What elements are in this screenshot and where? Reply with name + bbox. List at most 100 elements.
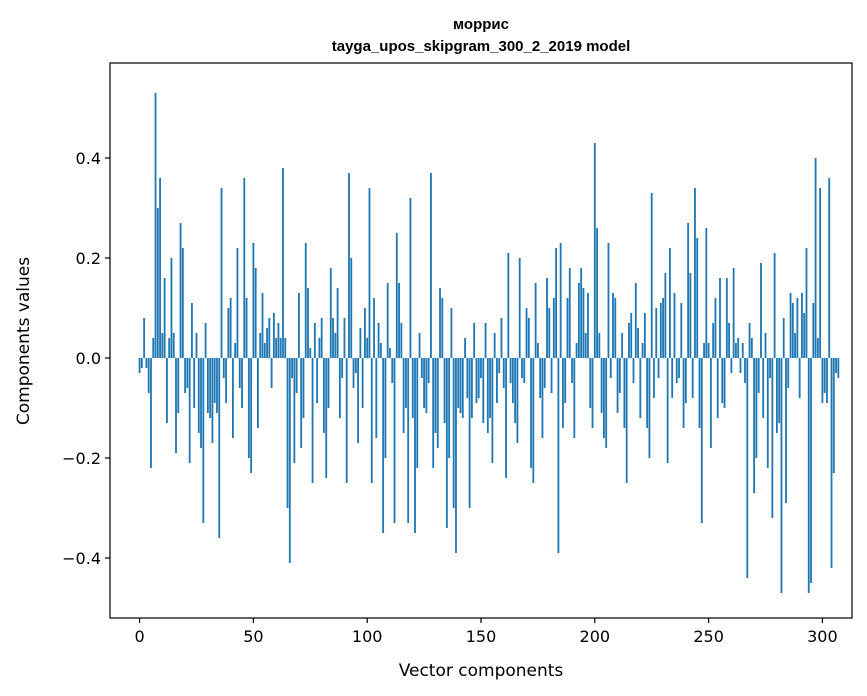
bar-5	[150, 358, 152, 468]
bar-183	[555, 248, 558, 358]
bar-137	[450, 308, 453, 358]
bar-96	[357, 358, 359, 443]
bar-181	[550, 358, 553, 393]
bar-220	[639, 358, 642, 418]
bar-270	[753, 358, 756, 493]
bar-64	[284, 338, 287, 358]
bar-35	[218, 358, 221, 538]
bar-237	[678, 358, 680, 378]
bar-272	[757, 358, 760, 393]
bar-20	[184, 358, 187, 393]
bar-93	[350, 258, 353, 358]
bar-134	[443, 358, 446, 423]
bar-222	[643, 313, 646, 358]
bar-155	[491, 358, 494, 463]
bar-25	[195, 333, 198, 358]
bar-159	[500, 318, 503, 358]
bar-305	[832, 358, 835, 473]
bar-89	[341, 358, 344, 378]
bar-110	[389, 348, 391, 358]
bar-216	[630, 313, 633, 358]
bar-82	[325, 358, 328, 478]
bar-251	[709, 358, 712, 448]
bar-176	[539, 358, 542, 398]
bar-131	[436, 358, 439, 448]
bar-15	[172, 333, 175, 358]
bar-66	[288, 358, 291, 563]
bar-29	[204, 323, 207, 358]
bar-173	[532, 358, 535, 483]
bar-45	[241, 358, 243, 408]
bar-185	[559, 243, 562, 358]
bar-264	[739, 358, 742, 373]
bar-151	[482, 358, 485, 423]
bar-280	[775, 358, 778, 433]
bar-228	[657, 358, 660, 378]
bar-12	[165, 358, 168, 423]
bar-207	[609, 358, 612, 378]
bar-79	[318, 338, 321, 358]
bar-202	[598, 333, 601, 358]
bar-97	[359, 328, 362, 358]
x-tick-label: 250	[693, 627, 724, 646]
bar-244	[694, 188, 696, 358]
bar-119	[409, 198, 412, 358]
bar-100	[366, 338, 369, 358]
bar-196	[584, 333, 587, 358]
bar-111	[391, 358, 394, 383]
bar-273	[760, 263, 762, 358]
bar-70	[298, 293, 300, 358]
bar-2	[143, 318, 146, 358]
bar-303	[828, 178, 831, 358]
bar-192	[575, 343, 578, 358]
bar-24	[193, 358, 196, 408]
bar-76	[311, 358, 314, 483]
bar-21	[186, 358, 189, 388]
bar-6	[152, 338, 155, 358]
bar-128	[430, 173, 432, 358]
bar-120	[411, 358, 414, 418]
x-tick-label: 200	[580, 627, 611, 646]
bar-227	[655, 308, 658, 358]
bar-301	[823, 358, 826, 393]
bar-258	[725, 278, 728, 358]
bar-191	[573, 358, 576, 438]
bar-295	[810, 358, 812, 583]
bar-158	[498, 358, 501, 373]
bar-167	[518, 258, 521, 358]
bar-123	[418, 333, 421, 358]
bar-43	[236, 248, 239, 358]
x-tick-label: 150	[466, 627, 497, 646]
bar-31	[209, 358, 212, 418]
bar-147	[473, 323, 476, 358]
bar-172	[530, 358, 532, 468]
bar-288	[794, 333, 797, 358]
bar-17	[177, 358, 180, 413]
bar-98	[361, 358, 364, 408]
bar-292	[803, 313, 806, 358]
bar-252	[712, 323, 715, 358]
bar-162	[507, 253, 510, 358]
bar-171	[527, 318, 530, 358]
bar-203	[600, 358, 603, 413]
bar-230	[662, 298, 664, 358]
bar-144	[466, 358, 469, 398]
bar-105	[377, 323, 380, 358]
bar-91	[345, 358, 348, 483]
bar-291	[801, 293, 803, 358]
bar-41	[232, 358, 234, 438]
bar-87	[336, 288, 339, 358]
bar-8	[156, 208, 159, 358]
bar-44	[238, 358, 241, 388]
bar-299	[819, 188, 822, 358]
bar-206	[607, 243, 610, 358]
bar-255	[719, 278, 721, 358]
bar-68	[293, 358, 296, 463]
bar-69	[295, 358, 298, 393]
bar-302	[826, 358, 828, 403]
bar-297	[814, 158, 817, 358]
bar-235	[673, 293, 676, 358]
bar-115	[400, 323, 403, 358]
bar-215	[628, 323, 630, 358]
x-tick-label: 100	[352, 627, 383, 646]
